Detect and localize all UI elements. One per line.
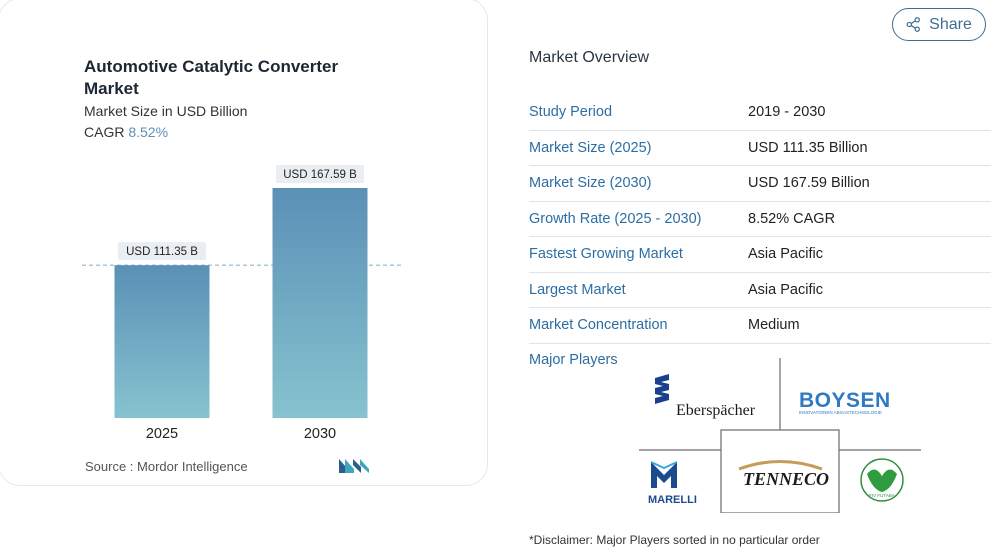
overview-key: Market Concentration bbox=[529, 317, 668, 333]
overview-key: Market Size (2030) bbox=[529, 175, 652, 191]
marelli-text: MARELLI bbox=[648, 494, 697, 506]
bar-2025 bbox=[114, 265, 210, 418]
overview-row: Study Period 2019 - 2030 bbox=[529, 95, 991, 131]
major-players-label: Major Players bbox=[529, 352, 618, 368]
data-label: USD 111.35 B bbox=[126, 246, 198, 258]
overview-key: Market Size (2025) bbox=[529, 139, 652, 156]
overview-value: Medium bbox=[748, 317, 800, 333]
share-icon bbox=[906, 17, 921, 32]
overview-key: Largest Market bbox=[529, 281, 626, 298]
fiv-text: FIV FUTABA bbox=[869, 493, 895, 498]
bar-chart: USD 111.35 B 2025 USD 167.59 B 2030 bbox=[82, 165, 402, 442]
eberspacher-text: Eberspächer bbox=[676, 402, 756, 419]
chart-title: Automotive Catalytic Converter Market bbox=[84, 57, 339, 98]
data-label-badge bbox=[118, 242, 206, 261]
overview-value: 2019 - 2030 bbox=[748, 104, 826, 120]
disclaimer: *Disclaimer: Major Players sorted in no … bbox=[529, 533, 820, 547]
marelli-logo: MARELLI bbox=[648, 461, 697, 506]
overview-value: Asia Pacific bbox=[748, 246, 823, 262]
fiv-futaba-logo: FIV FUTABA bbox=[860, 458, 904, 502]
cagr: CAGR 8.52% bbox=[84, 124, 168, 140]
share-button[interactable]: Share bbox=[892, 8, 986, 41]
share-label: Share bbox=[929, 15, 972, 33]
market-chart-card bbox=[0, 0, 488, 486]
market-overview-title: Market Overview bbox=[529, 49, 650, 66]
x-tick-label: 2025 bbox=[146, 426, 178, 442]
mordor-intelligence-logo bbox=[339, 459, 369, 473]
boysen-text: BOYSEN bbox=[799, 389, 891, 412]
overview-key: Fastest Growing Market bbox=[529, 246, 683, 262]
tenneco-logo: TENNECO bbox=[738, 460, 829, 489]
overview-key: Growth Rate (2025 - 2030) bbox=[529, 210, 702, 227]
overview-row: Market Size (2025) USD 111.35 Billion bbox=[529, 131, 991, 166]
cagr-value: 8.52% bbox=[128, 124, 169, 140]
chart-subtitle: Market Size in USD Billion bbox=[84, 103, 248, 119]
overview-value: USD 167.59 Billion bbox=[748, 175, 870, 191]
eberspacher-logo: Eberspächer bbox=[655, 374, 756, 419]
overview-value: Asia Pacific bbox=[748, 281, 823, 298]
source-value: Mordor Intelligence bbox=[137, 459, 248, 474]
source-note: Source : Mordor Intelligence bbox=[85, 459, 248, 474]
overview-row: Growth Rate (2025 - 2030) 8.52% CAGR bbox=[529, 202, 991, 237]
boysen-logo: BOYSEN INNOVATIONEN ABGASTECHNOLOGIE bbox=[799, 389, 891, 415]
bar-2030 bbox=[272, 188, 368, 418]
major-players-logos: Eberspächer BOYSEN INNOVATIONEN ABGASTEC… bbox=[639, 358, 921, 513]
overview-row: Largest Market Asia Pacific bbox=[529, 273, 991, 308]
boysen-tagline: INNOVATIONEN ABGASTECHNOLOGIE bbox=[799, 410, 882, 415]
market-overview-table: Study Period 2019 - 2030 Market Size (20… bbox=[529, 95, 991, 344]
cagr-label: CAGR bbox=[84, 124, 125, 140]
overview-row: Market Concentration Medium bbox=[529, 308, 991, 344]
overview-row: Market Size (2030) USD 167.59 Billion bbox=[529, 166, 991, 202]
x-tick-label: 2030 bbox=[304, 426, 336, 442]
source-label: Source : bbox=[85, 459, 134, 474]
overview-row: Fastest Growing Market Asia Pacific bbox=[529, 237, 991, 273]
overview-value: USD 111.35 Billion bbox=[748, 139, 868, 156]
overview-key: Study Period bbox=[529, 104, 613, 120]
overview-value: 8.52% CAGR bbox=[748, 210, 836, 227]
data-label: USD 167.59 B bbox=[283, 169, 357, 181]
tenneco-text: TENNECO bbox=[743, 469, 829, 489]
data-label-badge bbox=[276, 165, 364, 183]
